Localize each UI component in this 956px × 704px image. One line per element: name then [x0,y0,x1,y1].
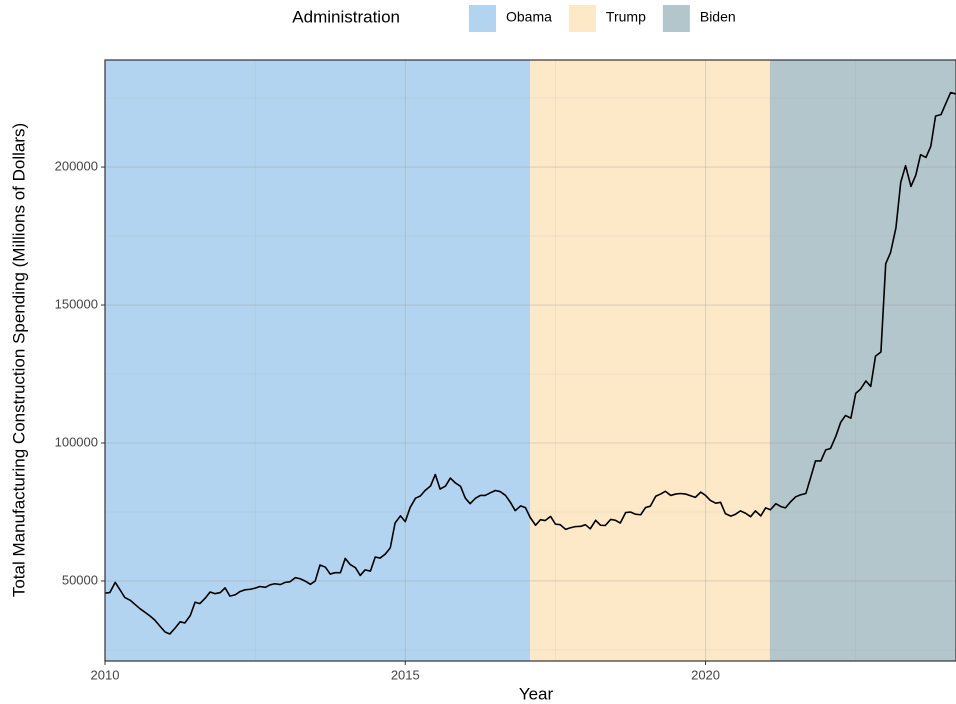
legend-label: Obama [506,9,552,25]
period-band [769,60,956,661]
x-tick-label: 2015 [391,667,420,682]
x-axis-title: Year [519,684,554,703]
legend-key [469,5,496,32]
y-tick-label: 50000 [62,572,98,587]
period-band [530,60,770,661]
legend-title: Administration [292,7,400,26]
legend-key [568,5,596,32]
x-tick-label: 2010 [91,667,120,682]
period-band [105,60,531,661]
y-tick-label: 200000 [55,159,98,174]
panel-border [104,59,956,662]
x-tick-label: 2020 [691,667,720,682]
data-line [104,91,956,635]
y-axis-title: Total Manufacturing Construction Spendin… [9,123,28,597]
legend-label: Trump [606,9,646,25]
y-tick-label: 150000 [55,296,98,311]
y-tick-label: 100000 [55,434,98,449]
legend-label: Biden [700,9,736,25]
legend-key [662,5,690,32]
